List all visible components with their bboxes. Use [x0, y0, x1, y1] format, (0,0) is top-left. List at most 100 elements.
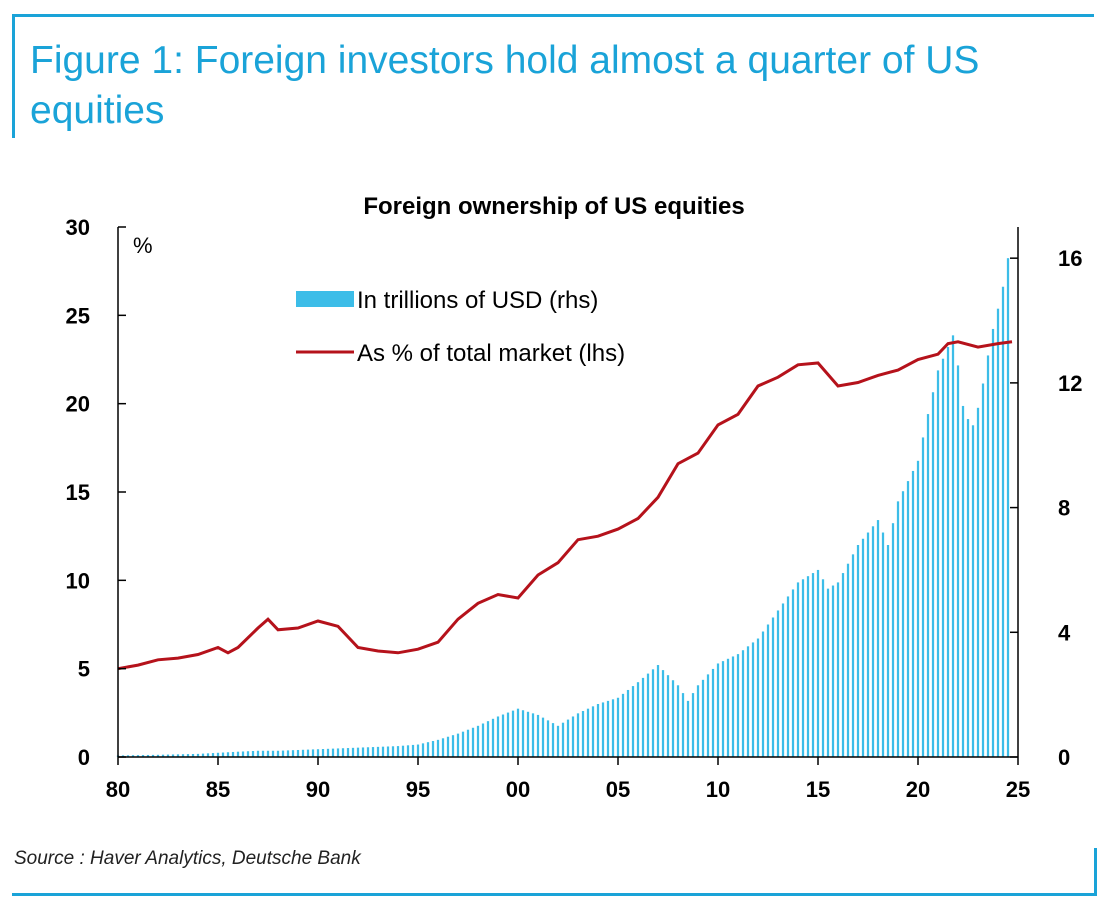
bar — [226, 752, 230, 757]
bar — [711, 668, 715, 757]
bar — [536, 714, 540, 757]
right-axis-ticks: 0 4 8 12 16 — [1010, 246, 1082, 770]
bar — [151, 754, 155, 757]
bar — [376, 746, 380, 757]
bar-series — [116, 258, 1010, 758]
bar — [361, 747, 365, 757]
bar — [786, 596, 790, 757]
bar — [131, 755, 135, 757]
bar — [351, 747, 355, 757]
bar — [716, 663, 720, 757]
bar — [176, 754, 180, 757]
right-tick-label: 4 — [1058, 620, 1071, 645]
bar — [921, 437, 925, 757]
bar — [381, 746, 385, 757]
bar — [961, 405, 965, 757]
bar — [281, 750, 285, 757]
bar — [501, 714, 505, 757]
bar — [566, 719, 570, 757]
bar — [481, 723, 485, 757]
bar — [821, 579, 825, 757]
bar — [626, 689, 630, 757]
bar — [796, 582, 800, 757]
bar — [916, 460, 920, 757]
bar — [146, 754, 150, 757]
bar — [546, 720, 550, 757]
bar — [286, 750, 290, 758]
right-tick-label: 0 — [1058, 745, 1070, 770]
bar — [196, 753, 200, 757]
bar — [736, 654, 740, 757]
bar — [781, 603, 785, 757]
bar — [911, 470, 915, 757]
bar — [811, 573, 815, 757]
bar — [726, 658, 730, 757]
bar — [471, 727, 475, 757]
bar — [826, 588, 830, 757]
bar — [851, 554, 855, 757]
bar — [756, 638, 760, 757]
bar — [936, 370, 940, 757]
bar — [276, 750, 280, 757]
bar — [306, 749, 310, 757]
frame-bottom-rule — [12, 893, 1097, 896]
bar — [886, 545, 890, 757]
line-series — [117, 340, 1013, 671]
bar — [596, 704, 600, 757]
bar — [841, 573, 845, 757]
bar — [396, 746, 400, 757]
bar — [636, 682, 640, 757]
x-tick-label: 20 — [906, 777, 930, 802]
bar — [221, 752, 225, 757]
bar — [766, 624, 770, 757]
left-tick-label: 5 — [78, 657, 90, 682]
left-tick-label: 25 — [66, 303, 90, 328]
bar — [136, 755, 140, 757]
bar — [166, 754, 170, 757]
bar — [746, 646, 750, 757]
bar — [561, 722, 565, 757]
bar — [981, 383, 985, 757]
bar — [646, 673, 650, 757]
bar — [701, 679, 705, 757]
bar — [186, 754, 190, 757]
x-tick-label: 15 — [806, 777, 830, 802]
x-tick-label: 10 — [706, 777, 730, 802]
frame-top-rule — [12, 14, 1094, 17]
bar — [666, 675, 670, 757]
frame-left-rule — [12, 14, 15, 138]
bar — [406, 745, 410, 757]
bar — [611, 699, 615, 757]
bar — [391, 746, 395, 757]
bar — [601, 702, 605, 757]
bar — [941, 358, 945, 757]
bar — [696, 685, 700, 757]
bar — [551, 723, 555, 757]
x-tick-label: 25 — [1006, 777, 1030, 802]
figure-title: Figure 1: Foreign investors hold almost … — [30, 39, 980, 132]
bar — [316, 749, 320, 757]
chart-title: Foreign ownership of US equities — [363, 193, 744, 220]
bar — [656, 665, 660, 757]
bar — [556, 725, 560, 757]
bar — [876, 520, 880, 757]
bar — [906, 481, 910, 757]
bar — [721, 661, 725, 757]
bar — [141, 755, 145, 757]
bar — [881, 532, 885, 757]
bar — [686, 700, 690, 757]
bar — [616, 697, 620, 757]
bar — [996, 308, 1000, 757]
bar — [346, 748, 350, 757]
bar — [156, 754, 160, 757]
bar — [401, 745, 405, 757]
bar — [216, 752, 220, 757]
bar — [816, 569, 820, 757]
left-axis-ticks: 0 5 10 15 20 25 30 — [66, 215, 126, 770]
bar — [466, 729, 470, 757]
bar — [251, 751, 255, 757]
bar — [426, 742, 430, 757]
bar — [181, 754, 185, 757]
bar — [241, 751, 245, 757]
left-tick-label: 10 — [66, 568, 90, 593]
